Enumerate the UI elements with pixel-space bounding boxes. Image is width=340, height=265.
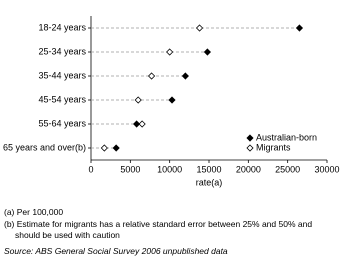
x-tick-label: 0 bbox=[88, 164, 93, 174]
legend-marker bbox=[246, 144, 254, 152]
x-tick-label: 15000 bbox=[196, 164, 221, 174]
x-tick-label: 25000 bbox=[275, 164, 300, 174]
x-tick-label: 30000 bbox=[314, 164, 339, 174]
data-point bbox=[148, 72, 156, 80]
legend-label: Australian-born bbox=[256, 132, 317, 142]
footnote: (b) Estimate for migrants has a relative… bbox=[4, 219, 313, 240]
x-tick-label: 10000 bbox=[157, 164, 182, 174]
y-tick-label: 55-64 years bbox=[38, 118, 86, 128]
data-point bbox=[134, 96, 142, 104]
source: Source: ABS General Social Survey 2006 u… bbox=[4, 246, 228, 256]
legend-marker bbox=[246, 134, 254, 142]
y-tick-label: 18-24 years bbox=[38, 22, 86, 32]
data-point bbox=[295, 24, 304, 32]
x-tick-label: 20000 bbox=[236, 164, 261, 174]
footnote: (a) Per 100,000 bbox=[4, 207, 64, 217]
chart: rate(a) 0 5000 10000 15000 20000 25000 30000 18… bbox=[3, 16, 340, 187]
x-axis-label: rate(a) bbox=[196, 177, 223, 187]
data-point bbox=[138, 120, 146, 128]
y-tick-label: 25-34 years bbox=[38, 46, 86, 56]
data-point bbox=[203, 48, 211, 56]
data-point bbox=[166, 48, 174, 56]
data-point bbox=[112, 144, 120, 152]
data-point bbox=[168, 96, 176, 104]
data-point bbox=[133, 120, 141, 128]
y-tick-label: 35-44 years bbox=[38, 70, 86, 80]
data-point bbox=[181, 72, 189, 80]
data-point bbox=[195, 24, 204, 32]
legend-label: Migrants bbox=[256, 142, 291, 152]
x-tick-label: 5000 bbox=[120, 164, 140, 174]
y-tick-label: 45-54 years bbox=[38, 94, 86, 104]
data-point bbox=[100, 144, 108, 152]
y-tick-label: 65 years and over(b) bbox=[3, 142, 86, 152]
